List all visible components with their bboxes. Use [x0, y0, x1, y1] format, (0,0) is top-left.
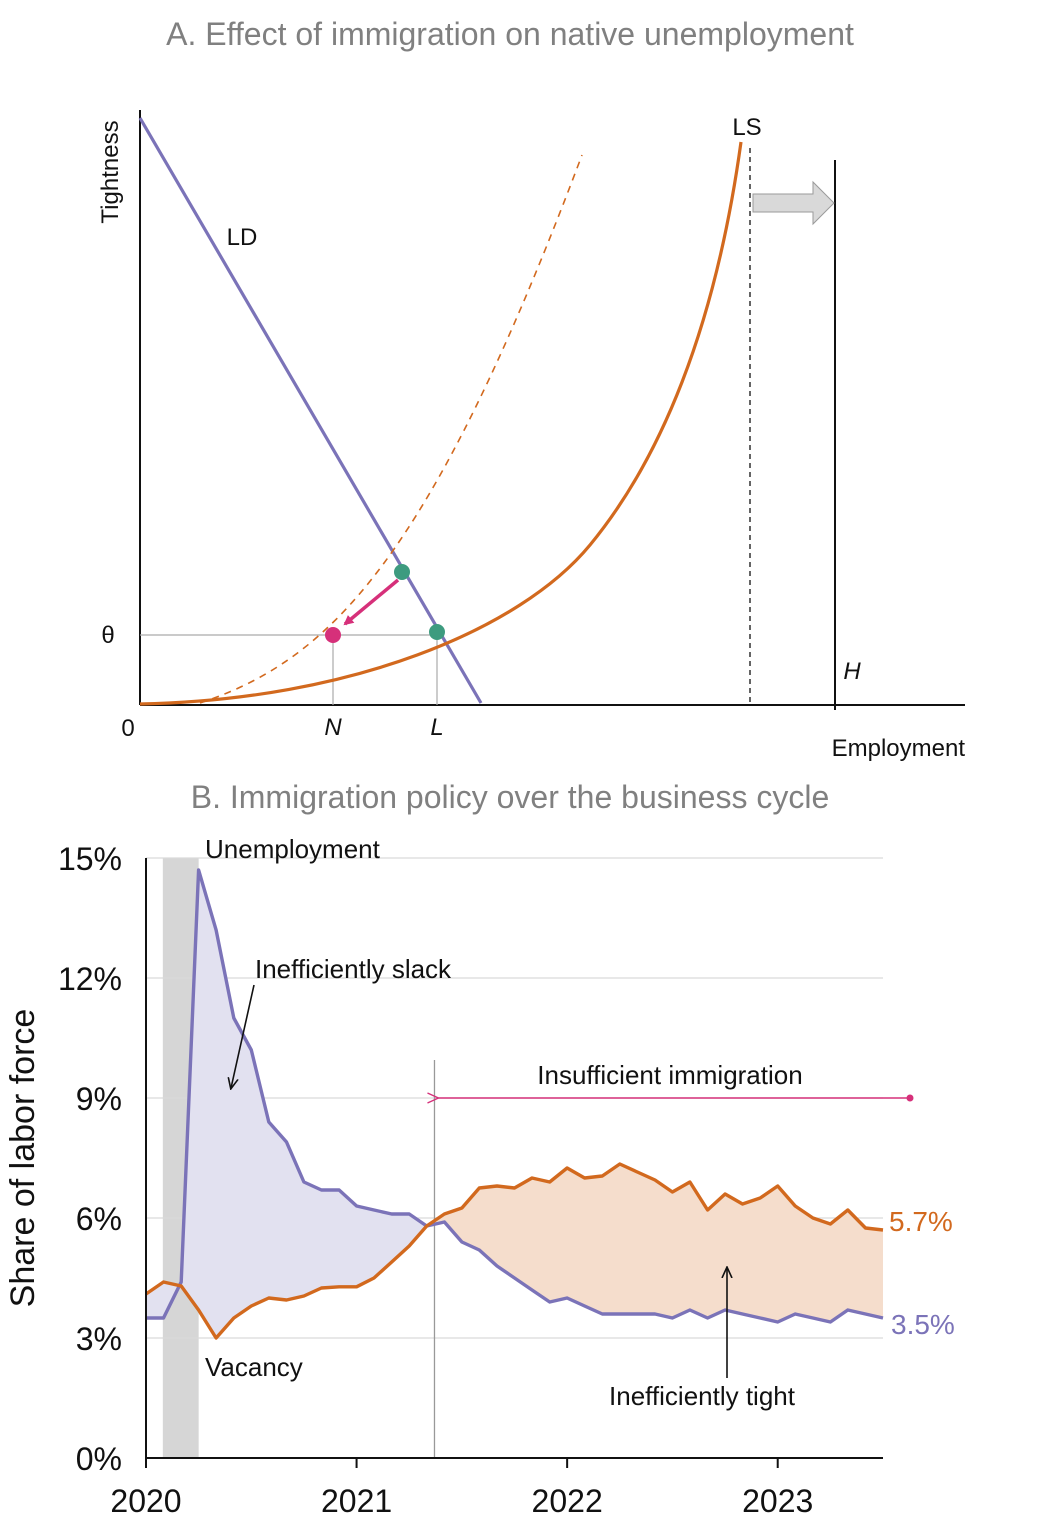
- unemployment-end-label: 3.5%: [891, 1309, 955, 1340]
- panel-b-y-ticks: 0% 3% 6% 9% 12% 15%: [58, 841, 122, 1477]
- insufficient-immigration-arrow-end: [906, 1094, 914, 1102]
- y-tick-label: 0%: [76, 1441, 122, 1477]
- y-tick-label: 9%: [76, 1081, 122, 1117]
- vacancy-series-line: [145, 1162, 884, 1340]
- panel-a-title: A. Effect of immigration on native unemp…: [166, 16, 854, 52]
- x-tick-label: 2021: [321, 1483, 392, 1519]
- ls-shifted-curve: [199, 154, 583, 704]
- tight-annotation: Inefficiently tight: [609, 1381, 796, 1411]
- ls-label: LS: [732, 114, 761, 141]
- n-tick-label: N: [324, 714, 342, 741]
- panel-b-y-label: Share of labor force: [4, 1009, 42, 1308]
- y-tick-label: 6%: [76, 1201, 122, 1237]
- x-tick-label: 2022: [532, 1483, 603, 1519]
- panel-b: B. Immigration policy over the business …: [4, 779, 955, 1519]
- slack-annotation: Inefficiently slack: [255, 954, 452, 984]
- slack-annotation-arrow: [231, 984, 255, 1088]
- ls-curve: [139, 141, 743, 706]
- panel-a-x-label: Employment: [832, 735, 966, 762]
- vacancy-annotation: Vacancy: [205, 1352, 303, 1382]
- ld-curve: [138, 117, 483, 704]
- ld-label: LD: [227, 224, 258, 251]
- inefficiently-tight-area: [426, 1164, 883, 1322]
- unemployment-annotation: Unemployment: [205, 834, 381, 864]
- y-tick-label: 12%: [58, 961, 122, 997]
- y-tick-label: 3%: [76, 1321, 122, 1357]
- h-label: H: [843, 658, 861, 685]
- inefficiently-slack-area: [146, 870, 427, 1338]
- x-tick-label: 2023: [742, 1483, 813, 1519]
- panel-b-x-ticks: 2020 2021 2022 2023: [110, 1458, 813, 1519]
- theta-label: θ: [101, 622, 114, 649]
- immigration-shift-arrow: [752, 180, 835, 226]
- unemployment-series-line: [146, 868, 884, 1324]
- equilibrium-shift-arrow: [343, 578, 400, 626]
- origin-label: 0: [121, 715, 134, 742]
- insufficient-immigration-annotation: Insufficient immigration: [537, 1060, 802, 1090]
- labor-equilibrium-point: [429, 624, 445, 640]
- new-equilibrium-point: [325, 627, 341, 643]
- panel-a: A. Effect of immigration on native unemp…: [97, 16, 965, 762]
- panel-b-title: B. Immigration policy over the business …: [191, 779, 829, 815]
- x-tick-label: 2020: [110, 1483, 181, 1519]
- l-tick-label: L: [430, 714, 443, 741]
- panel-a-y-label: Tightness: [97, 120, 124, 223]
- y-tick-label: 15%: [58, 841, 122, 877]
- vacancy-end-label: 5.7%: [889, 1206, 953, 1237]
- initial-equilibrium-point: [394, 564, 410, 580]
